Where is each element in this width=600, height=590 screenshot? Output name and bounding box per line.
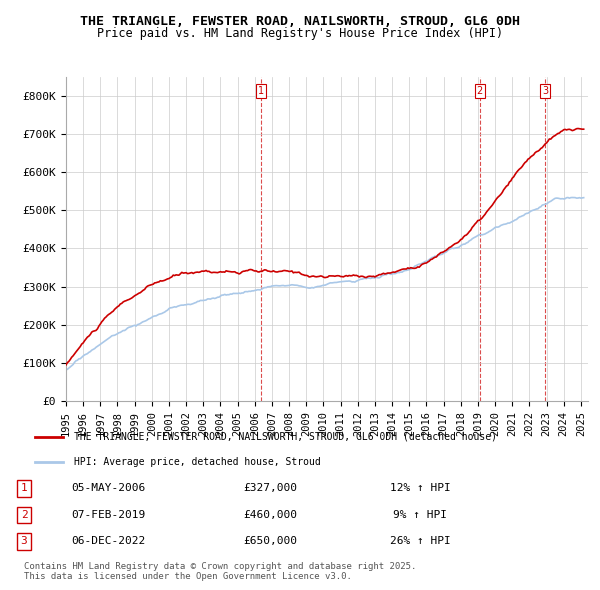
Text: Price paid vs. HM Land Registry's House Price Index (HPI): Price paid vs. HM Land Registry's House … [97, 27, 503, 40]
Text: THE TRIANGLE, FEWSTER ROAD, NAILSWORTH, STROUD, GL6 0DH (detached house): THE TRIANGLE, FEWSTER ROAD, NAILSWORTH, … [74, 432, 497, 442]
Text: 12% ↑ HPI: 12% ↑ HPI [389, 483, 451, 493]
Text: 06-DEC-2022: 06-DEC-2022 [71, 536, 145, 546]
Text: £460,000: £460,000 [243, 510, 297, 520]
Text: 2: 2 [476, 86, 483, 96]
Text: 9% ↑ HPI: 9% ↑ HPI [393, 510, 447, 520]
Text: 2: 2 [20, 510, 28, 520]
Text: 3: 3 [20, 536, 28, 546]
Text: 07-FEB-2019: 07-FEB-2019 [71, 510, 145, 520]
Text: 05-MAY-2006: 05-MAY-2006 [71, 483, 145, 493]
Text: £327,000: £327,000 [243, 483, 297, 493]
Text: THE TRIANGLE, FEWSTER ROAD, NAILSWORTH, STROUD, GL6 0DH: THE TRIANGLE, FEWSTER ROAD, NAILSWORTH, … [80, 15, 520, 28]
Text: £650,000: £650,000 [243, 536, 297, 546]
Text: 1: 1 [20, 483, 28, 493]
Text: HPI: Average price, detached house, Stroud: HPI: Average price, detached house, Stro… [74, 457, 320, 467]
Text: 1: 1 [257, 86, 263, 96]
Text: 3: 3 [542, 86, 548, 96]
Text: Contains HM Land Registry data © Crown copyright and database right 2025.
This d: Contains HM Land Registry data © Crown c… [24, 562, 416, 581]
Text: 26% ↑ HPI: 26% ↑ HPI [389, 536, 451, 546]
